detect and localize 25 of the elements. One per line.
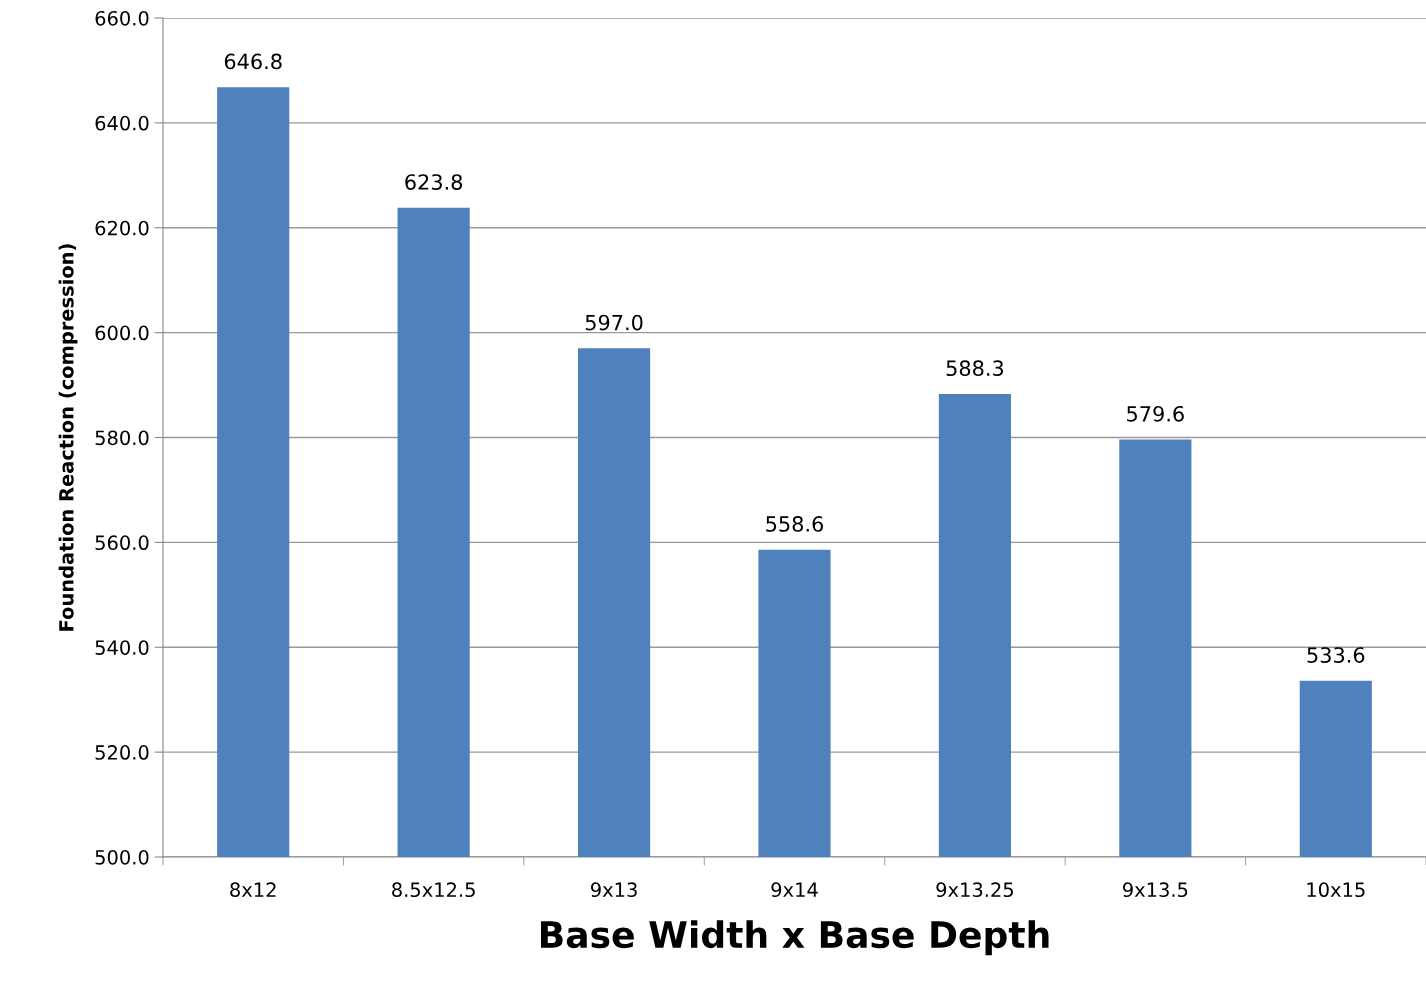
- y-axis-title: Foundation Reaction (compression): [58, 244, 78, 631]
- y-tick-label: 500.0: [95, 849, 149, 865]
- y-tick-label: 620.0: [95, 220, 149, 236]
- x-tick-label: 10x15: [1307, 882, 1365, 898]
- x-tick-label: 8.5x12.5: [392, 882, 475, 898]
- x-tick-label: 9x14: [771, 882, 818, 898]
- data-label: 558.6: [766, 516, 824, 532]
- y-tick-label: 560.0: [95, 535, 149, 551]
- y-tick-label: 580.0: [95, 430, 149, 446]
- data-label: 588.3: [946, 360, 1004, 377]
- data-label: 597.0: [585, 314, 643, 331]
- x-tick-label: 9x13.25: [936, 882, 1013, 898]
- y-tick-label: 520.0: [95, 745, 149, 760]
- x-axis-title: Base Width x Base Depth: [541, 920, 1049, 956]
- data-label: 646.8: [224, 53, 282, 70]
- y-tick-label: 600.0: [95, 325, 149, 341]
- x-tick-label: 9x13.5: [1122, 882, 1188, 898]
- x-tick-label: 8x12: [230, 882, 276, 898]
- y-tick-label: 540.0: [95, 640, 149, 655]
- data-label: 579.6: [1127, 405, 1184, 422]
- data-label: 623.8: [405, 174, 463, 190]
- y-tick-label: 640.0: [95, 115, 149, 131]
- data-label: 533.6: [1307, 647, 1365, 663]
- y-tick-label: 660.0: [95, 10, 149, 26]
- x-tick-label: 9x13: [590, 882, 637, 898]
